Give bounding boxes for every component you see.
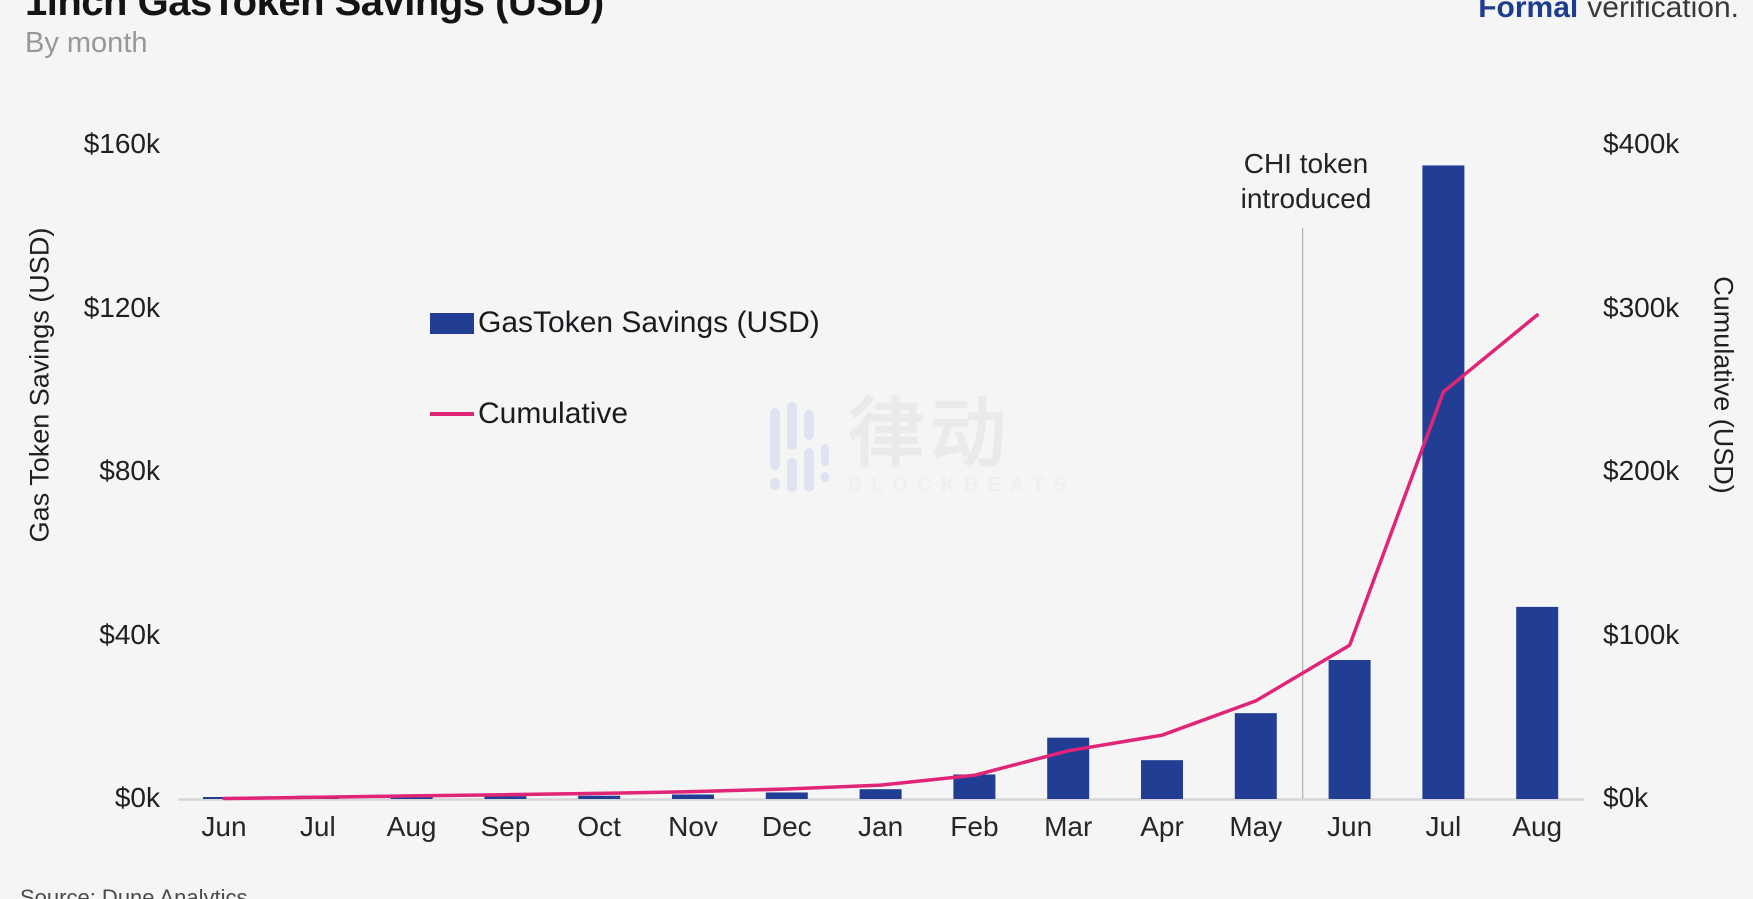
- brand-name-bold: Formal: [1478, 0, 1579, 24]
- bar-feb-8: [953, 774, 996, 799]
- page-subtitle: By month: [25, 27, 148, 59]
- x-label-feb-8: Feb: [950, 811, 999, 842]
- x-label-mar-9: Mar: [1044, 811, 1093, 842]
- page-title: 1inch GasToken Savings (USD): [25, 0, 604, 24]
- x-label-jan-7: Jan: [858, 811, 904, 842]
- left-axis-tick-2: $80k: [99, 455, 160, 486]
- watermark-text: 律动 BLOCKBEATS: [848, 392, 1076, 497]
- cumulative-line: [222, 313, 1539, 801]
- right-axis-tick-1: $300k: [1603, 291, 1680, 323]
- brand-logo: Formal verification.: [1478, 0, 1739, 25]
- x-label-sep-3: Sep: [480, 811, 531, 842]
- legend-bar-label: GasToken Savings (USD): [478, 306, 820, 339]
- bar-may-11: [1234, 713, 1277, 799]
- watermark-cjk: 律动: [848, 392, 1012, 477]
- legend-item-bars: GasToken Savings (USD): [430, 306, 820, 340]
- brand-name-rest: verification.: [1587, 0, 1739, 24]
- legend-bar-swatch: [430, 312, 474, 334]
- watermark-latin: BLOCKBEATS: [848, 474, 1076, 496]
- x-label-apr-10: Apr: [1140, 811, 1184, 842]
- x-label-jun-12: Jun: [1327, 811, 1373, 842]
- watermark: 律动 BLOCKBEATS: [770, 392, 1076, 497]
- x-label-may-11: May: [1229, 811, 1283, 842]
- bar-nov-5: [672, 794, 714, 799]
- bar-jun-12: [1328, 660, 1371, 799]
- x-label-dec-6: Dec: [761, 811, 812, 842]
- right-axis-tick-2: $200k: [1603, 455, 1680, 486]
- x-label-oct-4: Oct: [577, 811, 621, 842]
- x-label-jul-1: Jul: [299, 811, 336, 842]
- bar-jul-13: [1422, 165, 1465, 799]
- source-note: Source: Dune Analytics: [20, 885, 248, 899]
- bar-apr-10: [1141, 760, 1183, 799]
- annotation-line2: introduced: [1240, 183, 1372, 214]
- left-axis-tick-4: $0k: [114, 782, 160, 813]
- blockbeats-logo-icon: [770, 402, 829, 492]
- bar-sep-3: [484, 796, 527, 799]
- right-axis-tick-4: $0k: [1603, 782, 1649, 813]
- legend-item-line: Cumulative: [430, 397, 628, 431]
- x-label-jun-0: Jun: [201, 811, 247, 842]
- bar-aug-14: [1516, 606, 1559, 799]
- legend-line-swatch: [430, 412, 474, 416]
- left-axis-tick-1: $120k: [83, 291, 160, 323]
- x-label-nov-5: Nov: [668, 811, 718, 842]
- legend-line-label: Cumulative: [478, 397, 629, 430]
- annotation-line1: CHI token: [1243, 148, 1369, 179]
- right-axis-tick-0: $400k: [1603, 128, 1680, 159]
- chi-token-annotation: CHI token introduced: [1241, 146, 1372, 216]
- left-axis-tick-3: $40k: [99, 618, 160, 650]
- bar-jan-7: [859, 789, 902, 799]
- x-label-aug-14: Aug: [1512, 811, 1563, 842]
- x-label-aug-2: Aug: [386, 811, 437, 842]
- bar-oct-4: [578, 795, 621, 799]
- bar-dec-6: [765, 792, 808, 799]
- left-axis-tick-0: $160k: [83, 128, 160, 159]
- x-label-jul-13: Jul: [1425, 811, 1462, 842]
- right-axis-tick-3: $100k: [1603, 618, 1680, 650]
